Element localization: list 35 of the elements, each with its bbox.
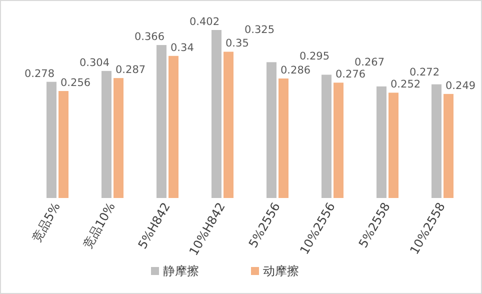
data-label: 0.249	[446, 80, 476, 92]
bar	[432, 84, 442, 198]
data-label: 0.256	[60, 77, 91, 90]
data-label: 0.276	[336, 68, 366, 81]
data-label: 0.366	[134, 31, 165, 44]
bar	[102, 70, 112, 198]
bar	[444, 94, 454, 198]
data-label: 0.267	[354, 56, 384, 68]
bar	[278, 78, 288, 198]
data-label: 0.286	[280, 64, 311, 76]
bar	[322, 74, 332, 198]
legend-label: 静摩擦	[163, 264, 199, 278]
bar	[224, 52, 234, 198]
bar	[58, 91, 68, 198]
data-label: 0.252	[390, 78, 421, 91]
bar	[114, 78, 124, 198]
data-label: 0.304	[79, 56, 110, 69]
bar	[376, 86, 386, 198]
data-label: 0.278	[24, 68, 54, 80]
x-tick-label: 竞品5%	[29, 200, 63, 244]
data-label: 0.34	[170, 42, 194, 54]
legend-label: 动摩擦	[263, 264, 299, 278]
bar	[46, 82, 56, 198]
data-label: 0.35	[226, 38, 249, 50]
data-label: 0.287	[116, 64, 146, 76]
bar	[212, 30, 222, 198]
data-label: 0.325	[244, 24, 274, 36]
bar	[156, 45, 166, 198]
bar	[266, 62, 276, 198]
data-label: 0.295	[299, 50, 330, 63]
bar	[168, 56, 178, 198]
data-label: 0.272	[409, 66, 440, 78]
bar	[388, 92, 398, 198]
bar	[334, 82, 344, 198]
data-label: 0.402	[189, 16, 220, 28]
